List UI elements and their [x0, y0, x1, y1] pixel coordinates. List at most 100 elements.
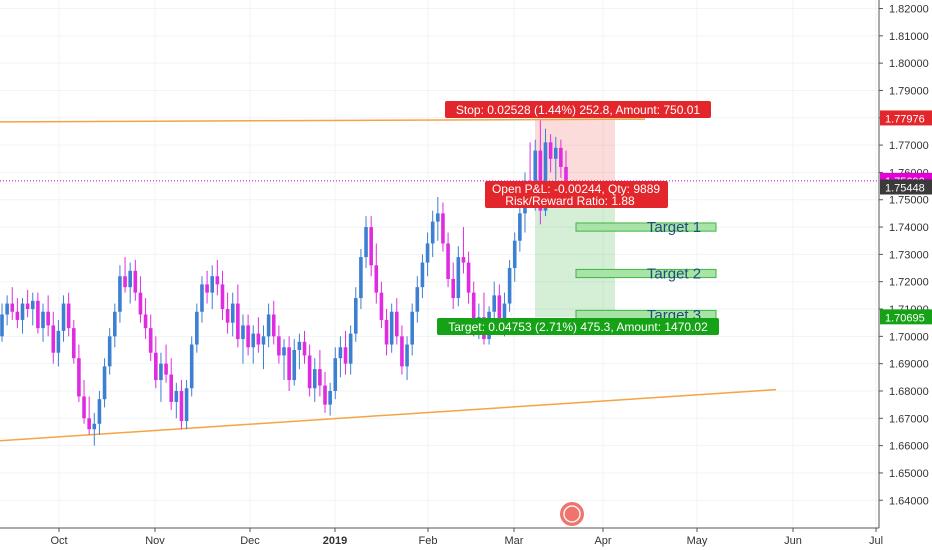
candle-body [328, 390, 332, 405]
candle-body [553, 147, 558, 159]
candle-body [138, 292, 143, 315]
candle-body [302, 341, 307, 356]
y-tick-label: 1.68000 [889, 386, 929, 398]
candle-body [312, 369, 317, 389]
candle-body [66, 303, 71, 329]
candle-body [512, 240, 517, 269]
candle-body [533, 150, 538, 192]
candle-body [97, 399, 102, 424]
candle-body [292, 350, 297, 381]
price-label-text: 1.77976 [885, 113, 925, 125]
target-box-label: Target 2 [647, 266, 701, 283]
target-box [575, 268, 717, 279]
y-tick-label: 1.81000 [889, 31, 929, 43]
candle-body [266, 314, 271, 337]
candle-body [430, 221, 435, 244]
candle-body [36, 300, 40, 329]
candle-body [471, 292, 476, 329]
target-box [575, 222, 717, 232]
candle-body [405, 344, 409, 367]
y-tick-label: 1.70000 [889, 331, 929, 343]
candle-body [466, 262, 471, 293]
candle-body [25, 303, 30, 310]
candle-body [41, 311, 45, 329]
position-zones [535, 118, 615, 318]
candle-body [143, 314, 148, 329]
candle-body [200, 284, 204, 312]
candle-body [384, 319, 389, 345]
x-tick-label: May [687, 535, 708, 547]
time-axis[interactable]: Oct Nov Dec 2019 Feb Mar Apr May Jun Jul [0, 527, 883, 547]
y-tick-label: 1.69000 [889, 359, 929, 371]
candle-body [174, 390, 179, 402]
candle-body [118, 276, 122, 312]
candle-body [215, 276, 220, 285]
candle-body [10, 303, 15, 312]
x-tick-label: Jul [869, 535, 883, 547]
candle-body [359, 257, 363, 299]
candle-body [71, 328, 76, 359]
target-zone [535, 187, 615, 318]
y-tick-label: 1.72000 [889, 277, 929, 289]
candle-body [179, 390, 184, 422]
candle-body [374, 265, 379, 293]
candle-body [159, 363, 163, 381]
candle-body [353, 298, 358, 334]
candle-body [15, 311, 20, 320]
candle-body [400, 336, 404, 367]
candle-body [107, 336, 112, 367]
candle-body [189, 344, 194, 389]
y-tick-label: 1.82000 [889, 4, 929, 16]
candle-body [538, 150, 543, 211]
candle-body [369, 227, 373, 266]
candle-body [184, 388, 189, 422]
y-tick-label: 1.74000 [889, 222, 929, 234]
candle-body [82, 396, 86, 419]
stop-zone [535, 118, 615, 188]
candle-body [441, 213, 445, 244]
candle-body [446, 243, 450, 279]
candle-body [77, 358, 81, 397]
candle-body [236, 303, 240, 340]
candle-body [492, 295, 497, 312]
candle-body [123, 276, 127, 288]
watermark-logo-icon [560, 502, 584, 526]
y-tick-label: 1.65000 [889, 468, 929, 480]
candle-body [20, 303, 25, 320]
logo-ring [563, 505, 581, 523]
x-tick-label: Mar [505, 535, 524, 547]
candle-body [256, 333, 261, 345]
support-trendline [0, 388, 777, 442]
candle-body [307, 355, 312, 389]
price-axis[interactable]: 1.820001.810001.800001.790001.780001.770… [878, 0, 929, 528]
x-tick-label: 2019 [323, 535, 347, 547]
price-label-box [880, 309, 932, 325]
candle-body [389, 311, 394, 345]
candle-body [154, 352, 158, 381]
y-tick-label: 1.64000 [889, 495, 929, 507]
candle-body [497, 295, 502, 326]
price-label-box [880, 110, 932, 126]
y-tick-label: 1.80000 [889, 58, 929, 70]
y-tick-label: 1.73000 [889, 249, 929, 261]
candle-body [225, 309, 230, 323]
candle-body [220, 284, 225, 310]
price-label-box [880, 179, 932, 195]
price-label-text: 1.70695 [885, 312, 925, 324]
x-tick-label: Nov [145, 535, 165, 547]
trendlines[interactable] [0, 118, 777, 442]
candle-body [379, 292, 384, 320]
candle-body [564, 166, 568, 181]
y-tick-label: 1.77000 [889, 140, 929, 152]
resistance-trendline [0, 118, 646, 123]
candle-body [348, 333, 353, 364]
candle-body [251, 333, 256, 348]
stop-info-box [445, 101, 711, 118]
candle-body [507, 268, 512, 304]
candle-body [338, 347, 343, 359]
position-info-boxes: Stop: 0.02528 (1.44%) 252.8, Amount: 750… [437, 101, 719, 335]
candle-body [559, 147, 563, 167]
y-tick-label: 1.75000 [889, 195, 929, 207]
candle-body [395, 311, 399, 337]
